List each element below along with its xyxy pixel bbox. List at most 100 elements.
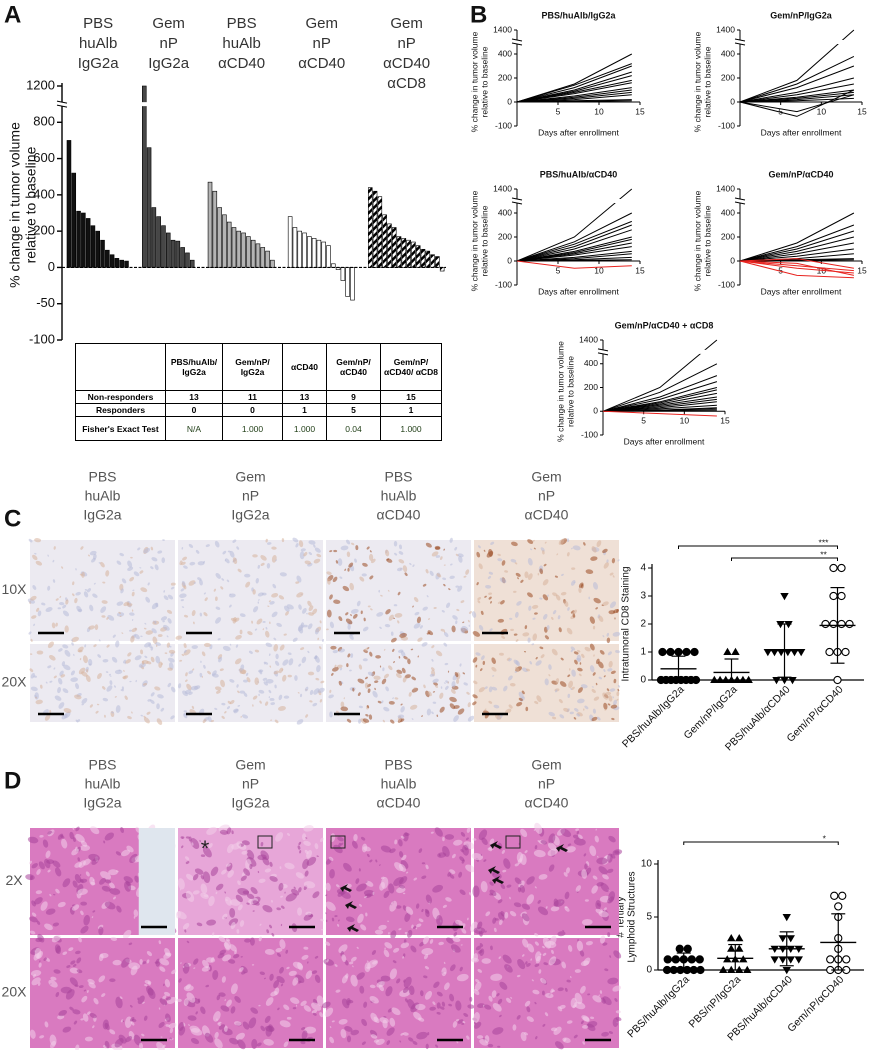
tissue-texture — [481, 655, 485, 661]
tissue-texture — [58, 1010, 67, 1017]
tissue-texture — [462, 1020, 466, 1024]
tissue-texture — [407, 999, 415, 1010]
data-point — [780, 677, 789, 685]
tissue-texture — [408, 1037, 414, 1042]
tissue-texture — [366, 546, 370, 550]
tissue-texture — [124, 881, 132, 892]
tissue-texture — [431, 645, 435, 649]
tissue-texture — [514, 562, 518, 565]
tissue-texture — [347, 624, 351, 630]
tissue-texture — [262, 904, 273, 913]
tissue-texture — [237, 904, 243, 911]
bar — [391, 227, 397, 268]
tissue-texture — [183, 643, 187, 649]
tissue-texture — [202, 560, 206, 564]
tissue-texture — [203, 642, 211, 648]
tissue-texture — [370, 608, 373, 611]
tissue-texture — [129, 1004, 133, 1008]
tissue-texture — [203, 664, 206, 669]
tissue-texture — [85, 871, 90, 877]
tissue-texture — [596, 857, 608, 865]
tissue-texture — [438, 941, 444, 946]
tissue-texture — [364, 895, 367, 899]
tissue-texture — [389, 848, 396, 854]
tissue-texture — [104, 832, 115, 841]
tissue-texture — [453, 839, 463, 846]
tissue-texture — [270, 702, 276, 706]
tissue-texture — [192, 668, 195, 671]
tissue-texture — [269, 861, 273, 867]
tissue-texture — [140, 587, 148, 593]
trajectory — [516, 229, 632, 262]
tissue-texture — [371, 950, 377, 955]
tissue-texture — [199, 839, 202, 843]
tissue-texture — [47, 665, 52, 669]
tissue-texture — [295, 1004, 298, 1007]
tissue-texture — [69, 831, 74, 840]
y-tick-label: 400 — [498, 48, 512, 58]
tissue-texture — [215, 606, 221, 610]
bar — [146, 147, 152, 268]
tissue-texture — [484, 1035, 490, 1043]
tissue-texture — [375, 655, 381, 659]
trajectory — [739, 55, 855, 103]
tissue-texture — [298, 887, 302, 893]
data-point — [683, 944, 692, 953]
tissue-texture — [125, 659, 131, 664]
tissue-texture — [108, 673, 112, 676]
tissue-texture — [425, 542, 432, 548]
tissue-texture — [384, 623, 391, 628]
tissue-texture — [216, 1018, 218, 1022]
tissue-texture — [268, 600, 271, 603]
bar — [161, 225, 166, 268]
tissue-texture — [265, 630, 270, 638]
tissue-texture — [516, 600, 522, 606]
tissue-texture — [522, 938, 529, 948]
tissue-texture — [265, 701, 269, 706]
tissue-texture — [512, 1024, 517, 1031]
tissue-texture — [230, 1006, 236, 1014]
y-tick-label: 0 — [48, 259, 55, 274]
tissue-texture — [221, 976, 226, 983]
tissue-texture — [301, 1030, 308, 1040]
tissue-texture — [432, 691, 436, 693]
tissue-texture — [476, 582, 479, 586]
tissue-texture — [616, 698, 619, 701]
tissue-texture — [272, 583, 277, 589]
tissue-texture — [167, 657, 175, 663]
data-point — [837, 563, 846, 573]
tissue-texture — [514, 611, 519, 618]
tissue-texture — [195, 1011, 198, 1015]
tissue-texture — [254, 628, 258, 631]
tissue-texture — [404, 832, 410, 837]
tissue-texture — [269, 697, 275, 701]
tissue-texture — [516, 851, 524, 863]
tissue-texture — [109, 888, 121, 895]
axis-break — [511, 201, 523, 205]
tissue-texture — [86, 990, 89, 993]
table-row: Fisher's Exact Test N/A 1.000 1.000 0.04 1.00… — [75, 416, 442, 441]
tissue-texture — [551, 949, 554, 955]
tissue-texture — [487, 576, 492, 580]
tissue-texture — [578, 582, 584, 588]
tissue-texture — [279, 966, 284, 974]
tissue-texture — [226, 579, 230, 583]
tissue-texture — [548, 674, 551, 677]
tissue-texture — [462, 844, 469, 856]
tissue-texture — [450, 688, 456, 694]
tissue-texture — [52, 922, 60, 927]
tissue-texture — [513, 590, 517, 593]
tissue-texture — [478, 624, 484, 631]
tissue-texture — [540, 978, 547, 984]
trajectory — [739, 65, 855, 103]
tissue-texture — [608, 660, 613, 668]
y-axis-label: Intratumoral CD8 Staining — [621, 566, 632, 681]
tissue-texture — [393, 604, 398, 607]
tissue-texture — [282, 674, 287, 682]
tissue-texture — [296, 592, 304, 598]
tissue-texture — [133, 571, 140, 577]
tissue-texture — [191, 842, 194, 846]
data-point — [738, 675, 748, 683]
tissue-texture — [472, 694, 478, 699]
tissue-texture — [478, 687, 485, 693]
